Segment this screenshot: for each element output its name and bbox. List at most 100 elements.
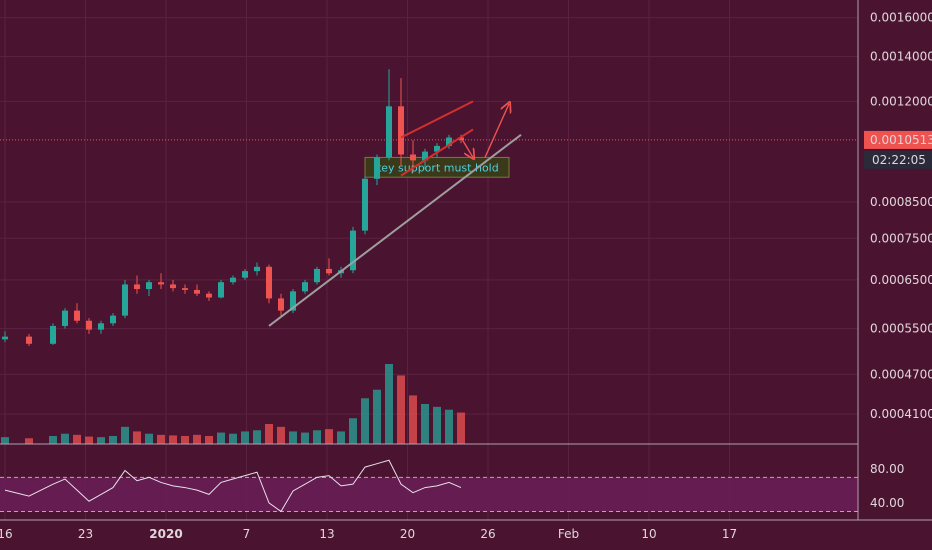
volume-bar xyxy=(97,437,105,444)
time-tick-label: 23 xyxy=(78,527,93,541)
time-tick-label: 7 xyxy=(243,527,251,541)
candle-body xyxy=(398,106,404,155)
price-tick-label: 0.0012000 xyxy=(870,94,932,108)
volume-bar xyxy=(49,436,57,444)
channel-line-upper xyxy=(400,100,474,139)
candle-body xyxy=(146,282,152,290)
projection-arrow-down xyxy=(460,137,473,158)
candle-body xyxy=(158,282,164,285)
volume-bar xyxy=(349,418,357,444)
candle-body xyxy=(278,298,284,311)
current-price-label: 0.0010513 xyxy=(870,133,932,147)
volume-bars xyxy=(1,364,465,444)
volume-bar xyxy=(301,432,309,444)
candle-body xyxy=(182,288,188,290)
projection-arrow-up xyxy=(484,104,509,158)
volume-bar xyxy=(193,434,201,444)
volume-bar xyxy=(145,433,153,444)
volume-bar xyxy=(169,435,177,444)
volume-bar xyxy=(337,431,345,444)
candle-body xyxy=(122,284,128,316)
time-tick-label: 10 xyxy=(641,527,656,541)
candle-body xyxy=(206,293,212,298)
price-tick-label: 0.0014000 xyxy=(870,50,932,64)
candle-body xyxy=(50,325,56,344)
candle-body xyxy=(170,284,176,289)
volume-bar xyxy=(385,364,393,444)
candle-body xyxy=(362,178,368,231)
volume-bar xyxy=(241,431,249,444)
candle-body xyxy=(26,336,32,344)
volume-bar xyxy=(253,430,261,444)
support-trendline xyxy=(268,134,522,327)
volume-bar xyxy=(1,437,9,444)
volume-bar xyxy=(445,409,453,444)
volume-bar xyxy=(157,434,165,444)
candle-body xyxy=(242,271,248,278)
volume-bar xyxy=(433,406,441,444)
volume-bar xyxy=(361,398,369,444)
candle-body xyxy=(194,289,200,294)
volume-bar xyxy=(73,434,81,444)
candle-body xyxy=(350,230,356,271)
channel-line-lower xyxy=(400,128,474,177)
candle-body xyxy=(314,268,320,283)
price-tick-label: 0.0004700 xyxy=(870,367,932,381)
candle-body xyxy=(290,291,296,311)
rsi-line xyxy=(4,459,462,513)
volume-bar xyxy=(205,436,213,444)
volume-bar xyxy=(109,436,117,444)
volume-bar xyxy=(265,424,273,444)
volume-bar xyxy=(85,436,93,444)
volume-bar xyxy=(25,438,33,444)
candle-body xyxy=(302,282,308,292)
rsi-tick-label: 80.00 xyxy=(870,462,904,476)
volume-bar xyxy=(421,404,429,444)
candle-body xyxy=(218,282,224,298)
candle-body xyxy=(74,310,80,321)
candles xyxy=(2,69,464,347)
price-tick-label: 0.0008500 xyxy=(870,195,932,209)
countdown-label: 02:22:05 xyxy=(872,153,926,167)
volume-bar xyxy=(217,432,225,444)
countdown-label-bg xyxy=(864,150,932,169)
rsi-tick-label: 40.00 xyxy=(870,496,904,510)
candle-body xyxy=(386,106,392,158)
candle-body xyxy=(446,137,452,146)
time-tick-label: 16 xyxy=(0,527,13,541)
candle-body xyxy=(230,277,236,283)
annotation-label: key support must hold xyxy=(375,161,498,174)
price-tick-label: 0.0004100 xyxy=(870,407,932,421)
current-price-label-bg xyxy=(864,130,932,149)
volume-bar xyxy=(181,436,189,444)
candle-body xyxy=(374,157,380,179)
volume-bar xyxy=(229,433,237,444)
candle-body xyxy=(62,310,68,326)
volume-bar xyxy=(289,431,297,444)
volume-bar xyxy=(373,389,381,444)
candle-body xyxy=(266,266,272,299)
time-tick-label: Feb xyxy=(558,527,579,541)
candle-body xyxy=(410,154,416,161)
candle-body xyxy=(86,320,92,330)
candle-body xyxy=(134,284,140,290)
price-tick-label: 0.0006500 xyxy=(870,273,932,287)
volume-bar xyxy=(277,426,285,444)
candle-body xyxy=(326,268,332,274)
candle-body xyxy=(422,151,428,161)
price-tick-label: 0.0016000 xyxy=(870,11,932,25)
time-tick-label: 13 xyxy=(319,527,334,541)
candle-body xyxy=(98,323,104,330)
volume-bar xyxy=(133,431,141,444)
volume-bar xyxy=(61,433,69,444)
time-tick-label: 20 xyxy=(400,527,415,541)
volume-bar xyxy=(313,430,321,444)
time-tick-label: 2020 xyxy=(149,527,182,541)
rsi-band xyxy=(0,477,858,512)
time-tick-label: 17 xyxy=(722,527,737,541)
time-tick-label: 26 xyxy=(480,527,495,541)
price-tick-label: 0.0005500 xyxy=(870,322,932,336)
volume-bar xyxy=(409,395,417,444)
